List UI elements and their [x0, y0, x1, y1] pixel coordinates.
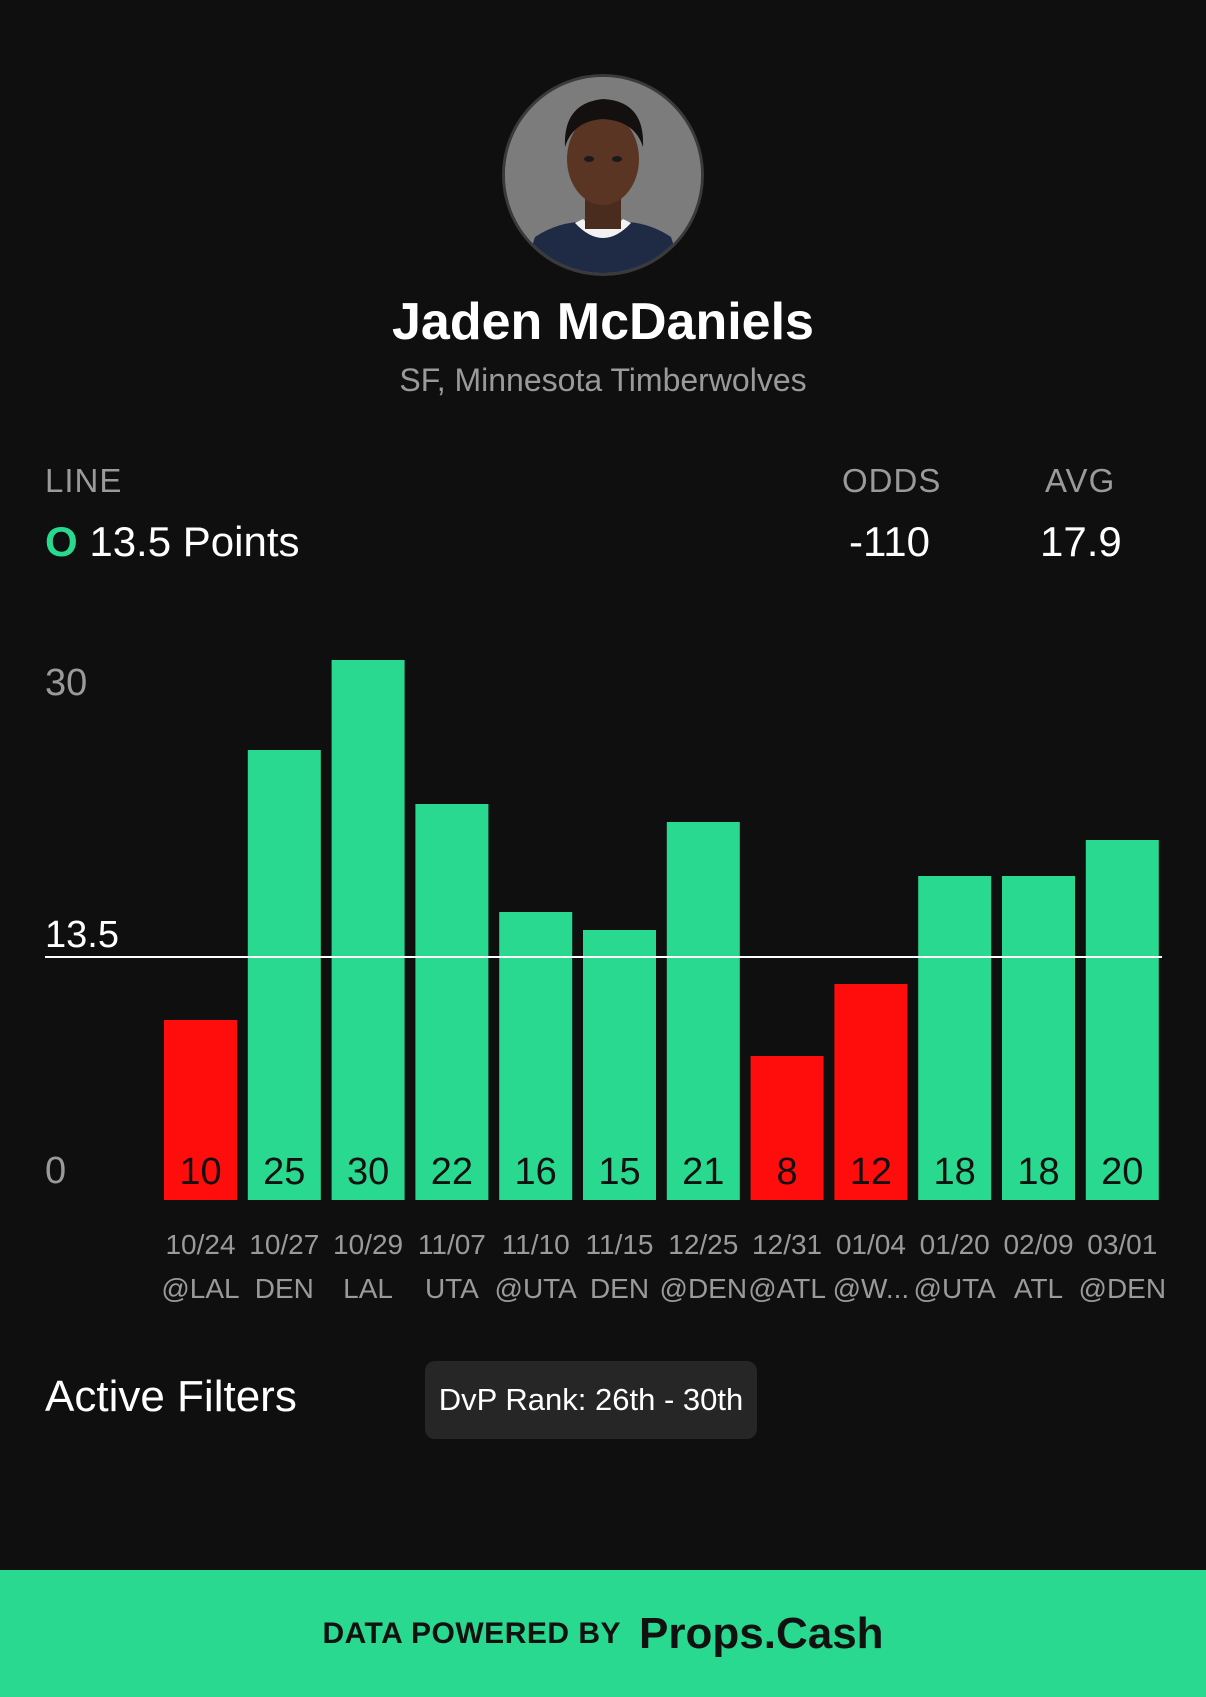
bar-value-label: 22 — [431, 1151, 473, 1193]
bar — [834, 984, 908, 1200]
bar — [1085, 840, 1159, 1200]
x-tick-date: 01/20 — [920, 1229, 990, 1260]
bar — [750, 1056, 824, 1200]
over-indicator: O — [45, 518, 78, 565]
active-filters-title: Active Filters — [45, 1372, 297, 1421]
x-tick-opponent: ATL — [1014, 1273, 1063, 1304]
filter-chip-dvp-rank[interactable]: DvP Rank: 26th - 30th — [425, 1361, 757, 1439]
bar — [164, 1020, 237, 1200]
bar-value-label: 30 — [347, 1151, 389, 1193]
x-tick-opponent: @W... — [833, 1273, 910, 1304]
bar-value-label: 20 — [1101, 1151, 1143, 1193]
bar-value-label: 16 — [515, 1151, 557, 1193]
bar-value-label: 12 — [850, 1151, 892, 1193]
y-tick-label: 13.5 — [45, 914, 119, 956]
y-tick-label: 30 — [45, 662, 87, 704]
bar — [583, 930, 656, 1200]
x-tick-opponent: @DEN — [1079, 1273, 1167, 1304]
bar-value-label: 10 — [179, 1151, 221, 1193]
x-tick-date: 11/10 — [502, 1229, 570, 1260]
bar-value-label: 18 — [934, 1151, 976, 1193]
x-tick-date: 10/29 — [333, 1229, 403, 1260]
avg-value: 17.9 — [1040, 518, 1122, 565]
bar — [918, 876, 992, 1200]
player-avatar — [502, 74, 704, 276]
player-name: Jaden McDaniels — [392, 293, 814, 351]
x-tick-date: 12/25 — [668, 1229, 738, 1260]
bar-value-label: 15 — [598, 1151, 640, 1193]
x-tick-date: 02/09 — [1003, 1229, 1073, 1260]
bar-value-label: 25 — [263, 1151, 305, 1193]
line-value-group: O 13.5 Points — [45, 518, 300, 566]
x-tick-opponent: DEN — [255, 1273, 314, 1304]
footer-banner[interactable]: DATA POWERED BY Props.Cash — [0, 1570, 1206, 1697]
x-tick-date: 12/31 — [752, 1229, 822, 1260]
bar — [331, 660, 405, 1200]
brand-logo: Props.Cash — [639, 1608, 884, 1658]
x-tick-date: 10/24 — [165, 1229, 235, 1260]
odds-label: ODDS — [842, 462, 942, 499]
x-tick-opponent: @LAL — [161, 1273, 239, 1304]
x-tick-opponent: @ATL — [748, 1273, 826, 1304]
bar — [247, 750, 321, 1200]
x-tick-date: 10/27 — [249, 1229, 319, 1260]
bar — [415, 804, 489, 1200]
x-tick-opponent: LAL — [343, 1273, 393, 1304]
x-tick-date: 11/07 — [418, 1229, 486, 1260]
line-value: 13.5 Points — [89, 518, 300, 565]
bar-value-label: 18 — [1017, 1151, 1059, 1193]
bar — [666, 822, 740, 1200]
x-tick-opponent: @UTA — [495, 1273, 578, 1304]
bar — [499, 912, 573, 1200]
avg-label: AVG — [1045, 462, 1116, 499]
player-position-team: SF, Minnesota Timberwolves — [399, 362, 807, 398]
line-label: LINE — [45, 462, 123, 499]
x-tick-opponent: UTA — [425, 1273, 479, 1304]
x-tick-date: 01/04 — [836, 1229, 906, 1260]
odds-value: -110 — [849, 518, 930, 565]
bar — [1002, 876, 1075, 1200]
y-tick-label: 0 — [45, 1150, 66, 1192]
footer-label: DATA POWERED BY — [322, 1616, 622, 1650]
x-tick-opponent: @DEN — [660, 1273, 748, 1304]
bar-value-label: 21 — [682, 1151, 724, 1193]
x-tick-date: 11/15 — [586, 1229, 654, 1260]
x-tick-opponent: DEN — [590, 1273, 649, 1304]
x-tick-date: 03/01 — [1087, 1229, 1157, 1260]
x-tick-opponent: @UTA — [914, 1273, 997, 1304]
bar-value-label: 8 — [777, 1151, 798, 1193]
